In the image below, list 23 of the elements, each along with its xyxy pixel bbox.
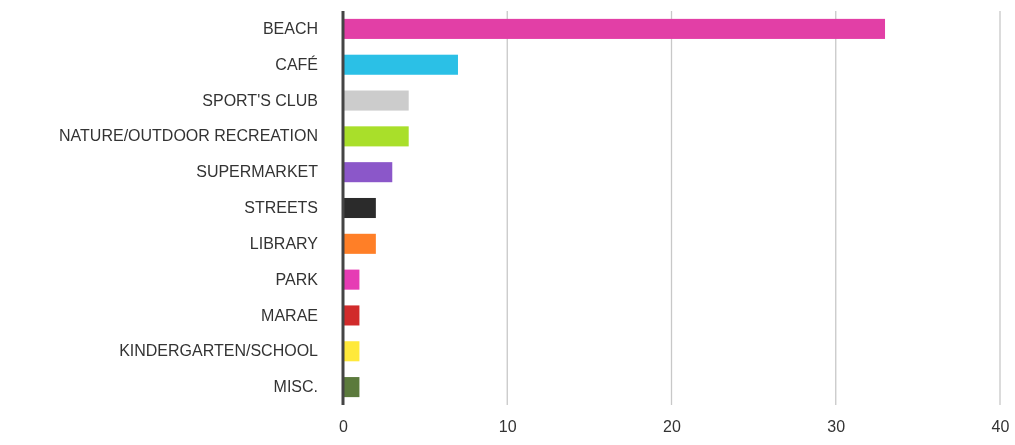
x-tick-label: 30: [827, 418, 846, 436]
y-tick-label: MISC.: [273, 378, 318, 396]
x-tick-label: 10: [498, 418, 517, 436]
y-tick-label: NATURE/OUTDOOR RECREATION: [59, 127, 318, 145]
x-tick-label: 0: [339, 418, 349, 436]
y-tick-label: STREETS: [244, 199, 318, 217]
y-tick-label: BEACH: [262, 20, 318, 38]
bar: [343, 126, 409, 147]
y-tick-label: LIBRARY: [249, 234, 319, 252]
y-tick-label: KINDERGARTEN/SCHOOL: [119, 342, 319, 360]
x-tick-label: 40: [991, 418, 1010, 436]
bar: [343, 197, 376, 219]
bar: [343, 162, 393, 183]
y-tick-label: SPORT'S CLUB: [202, 91, 318, 109]
bar: [343, 233, 376, 254]
y-tick-label: CAFÉ: [275, 54, 318, 73]
bar: [343, 90, 409, 111]
y-tick-label: PARK: [275, 270, 319, 288]
bar: [343, 18, 886, 39]
y-tick-label: SUPERMARKET: [196, 163, 319, 181]
bar: [343, 54, 458, 75]
y-tick-label: MARAE: [261, 306, 318, 324]
x-tick-label: 20: [663, 418, 681, 436]
